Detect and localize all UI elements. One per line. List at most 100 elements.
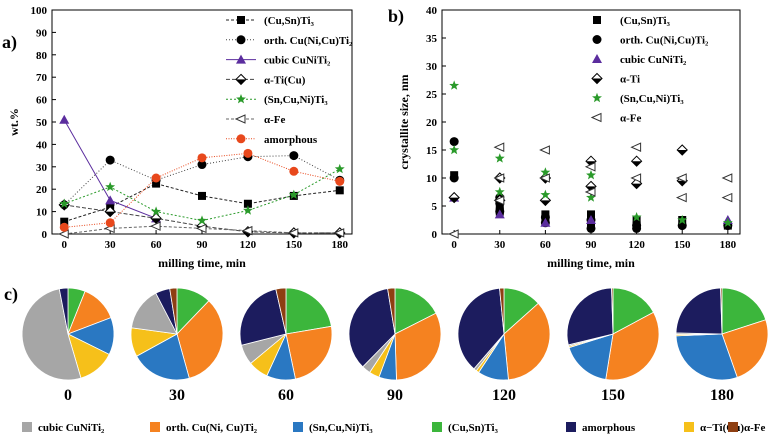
- data-point: [335, 186, 344, 195]
- data-point: [675, 192, 687, 203]
- pie-slice-sncuni: [136, 333, 190, 381]
- panel-b-label: b): [388, 6, 404, 27]
- y-tick-label: 20: [426, 117, 438, 129]
- pie-slice-amorph: [675, 287, 723, 335]
- pie-90: 90: [348, 287, 442, 404]
- legend-marker: [236, 54, 246, 64]
- legend-label: cubic CuNiTi₂: [264, 55, 331, 67]
- data-point: [242, 205, 253, 215]
- y-tick-label: 10: [36, 207, 48, 219]
- legend-label: α-Ti: [620, 74, 640, 86]
- data-point: [539, 145, 550, 155]
- pie-slice-alphafe: [720, 287, 723, 335]
- legend-swatch-orth: [150, 422, 160, 432]
- pie-time-label: 0: [64, 387, 72, 404]
- x-tick-label: 90: [586, 239, 598, 251]
- diamond-half: [449, 197, 460, 203]
- chart-a: 0 30 60 90 120 150 180 0 10 20 30 40 50 60 70 80 90 100 mi…: [7, 5, 353, 270]
- x-tick-label: 150: [674, 239, 691, 251]
- panel-a-label: a): [2, 32, 17, 53]
- legend-label: (Sn,Cu,Ni)Ti₃: [620, 93, 684, 105]
- diamond-half: [631, 161, 642, 167]
- data-point: [632, 216, 641, 224]
- y-tick-label: 15: [426, 145, 438, 157]
- legend-label-orth: orth. Cu(Ni, Cu)Ti₂: [166, 422, 258, 434]
- data-point: [586, 170, 596, 180]
- legend-swatch-sncuni: [293, 422, 303, 432]
- data-point: [289, 166, 299, 176]
- data-point: [151, 206, 162, 216]
- legend-label-amorph: amorphous: [582, 422, 636, 434]
- legend-marker: [592, 35, 602, 44]
- data-point: [448, 191, 460, 204]
- pie-slice-orth: [721, 319, 769, 378]
- data-point: [676, 144, 688, 156]
- pie-slice-orth: [503, 302, 551, 381]
- legend-label: α-Ti(Cu): [264, 74, 306, 86]
- data-point: [494, 153, 505, 163]
- pie-slice-cusn: [721, 287, 767, 335]
- pie-time-label: 150: [601, 387, 625, 404]
- y-tick-label: 60: [36, 95, 48, 107]
- diamond-half: [586, 161, 596, 167]
- legend-marker: [235, 73, 247, 86]
- legend-label-alphafe: α-Fe: [744, 422, 766, 434]
- legend-marker: [591, 72, 603, 85]
- data-point: [288, 189, 299, 200]
- pie-slice-cusn: [612, 287, 655, 335]
- x-axis-label: milling time, min: [547, 256, 635, 270]
- pie-60: 60: [239, 287, 333, 404]
- diamond-half: [677, 150, 688, 155]
- data-point: [721, 192, 733, 203]
- data-point: [587, 210, 595, 219]
- data-point: [334, 163, 345, 174]
- data-point: [494, 186, 505, 197]
- x-tick-label: 60: [151, 239, 163, 251]
- y-tick-label: 35: [426, 33, 438, 45]
- data-point: [540, 217, 551, 227]
- pie-120: 120: [457, 287, 551, 404]
- legend-marker: [234, 114, 246, 124]
- data-point: [197, 215, 207, 225]
- y-tick-label: 80: [36, 50, 48, 62]
- legend-marker: [590, 112, 602, 123]
- data-point: [677, 221, 687, 231]
- data-point: [105, 155, 115, 165]
- x-tick-label: 120: [628, 239, 645, 251]
- y-tick-label: 0: [42, 229, 48, 241]
- data-point: [631, 212, 642, 222]
- chart-b: 0 30 60 90 120 150 180 0 5 10 15 20 25 30 35 40 milling …: [397, 5, 741, 270]
- y-axis-label: wt.%: [7, 108, 21, 136]
- data-point: [59, 198, 70, 208]
- legend-label: (Cu,Sn)Ti₃: [620, 15, 671, 27]
- data-point: [198, 191, 206, 200]
- data-point: [494, 209, 505, 219]
- data-point: [241, 225, 253, 236]
- pie-slice-alphafe: [169, 287, 178, 335]
- pie-slice-orth: [605, 311, 660, 381]
- data-point: [59, 114, 70, 124]
- data-point: [150, 212, 162, 225]
- diamond-half: [631, 183, 642, 189]
- pie-slice-cubic: [21, 288, 82, 381]
- legend-marker: [236, 35, 246, 45]
- pie-180: 180: [675, 287, 769, 404]
- y-tick-label: 40: [426, 5, 438, 17]
- y-tick-label: 5: [432, 201, 438, 213]
- pie-slice-cusn: [285, 287, 332, 335]
- data-point: [722, 217, 733, 228]
- y-tick-label: 30: [426, 61, 438, 73]
- data-point: [287, 228, 299, 238]
- data-point: [60, 217, 69, 226]
- data-point: [721, 173, 733, 183]
- x-tick-label: 90: [197, 239, 209, 251]
- data-point: [243, 148, 253, 158]
- data-point: [449, 144, 460, 155]
- pie-slice-orth: [394, 312, 442, 381]
- legend-marker: [593, 16, 601, 24]
- y-tick-label: 100: [31, 5, 48, 17]
- y-tick-label: 40: [36, 139, 48, 151]
- data-point: [493, 142, 505, 152]
- data-point: [447, 229, 459, 239]
